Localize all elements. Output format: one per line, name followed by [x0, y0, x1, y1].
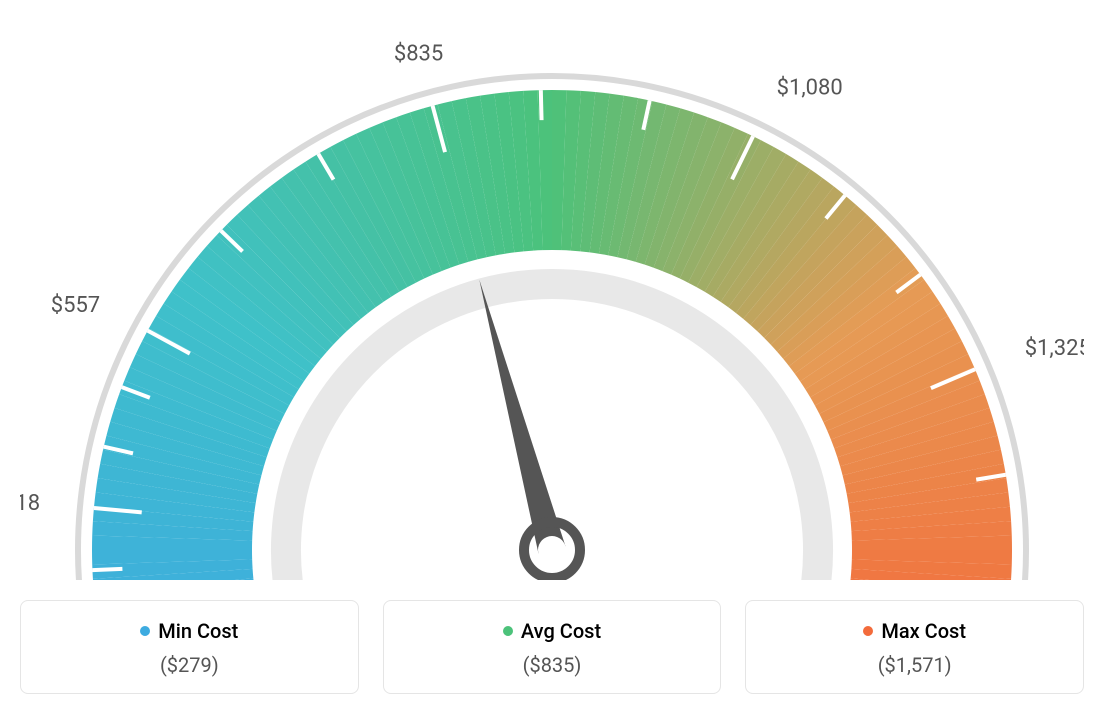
gauge-hub-inner	[538, 536, 566, 564]
legend-label-min: Min Cost	[158, 619, 238, 643]
legend-row: Min Cost ($279) Avg Cost ($835) Max Cost…	[20, 600, 1084, 694]
gauge-tick-label: $557	[51, 293, 100, 318]
legend-dot-avg	[503, 626, 513, 636]
gauge-tick-label: $835	[394, 42, 443, 67]
legend-label-max: Max Cost	[881, 619, 966, 643]
legend-card-avg: Avg Cost ($835)	[383, 600, 722, 694]
gauge-svg: $279$418$557$835$1,080$1,325$1,571	[20, 20, 1084, 580]
legend-title-max: Max Cost	[863, 619, 966, 643]
gauge-chart: $279$418$557$835$1,080$1,325$1,571	[20, 20, 1084, 580]
legend-value-max: ($1,571)	[758, 653, 1071, 677]
gauge-needle	[479, 280, 565, 554]
gauge-tick-label: $418	[20, 491, 40, 516]
legend-label-avg: Avg Cost	[521, 619, 601, 643]
legend-value-min: ($279)	[33, 653, 346, 677]
legend-title-min: Min Cost	[140, 619, 238, 643]
legend-card-max: Max Cost ($1,571)	[745, 600, 1084, 694]
gauge-tick-label: $1,325	[1025, 336, 1084, 361]
legend-title-avg: Avg Cost	[503, 619, 601, 643]
gauge-tick-label: $1,080	[777, 76, 843, 101]
legend-dot-min	[140, 626, 150, 636]
legend-value-avg: ($835)	[396, 653, 709, 677]
legend-card-min: Min Cost ($279)	[20, 600, 359, 694]
legend-dot-max	[863, 626, 873, 636]
